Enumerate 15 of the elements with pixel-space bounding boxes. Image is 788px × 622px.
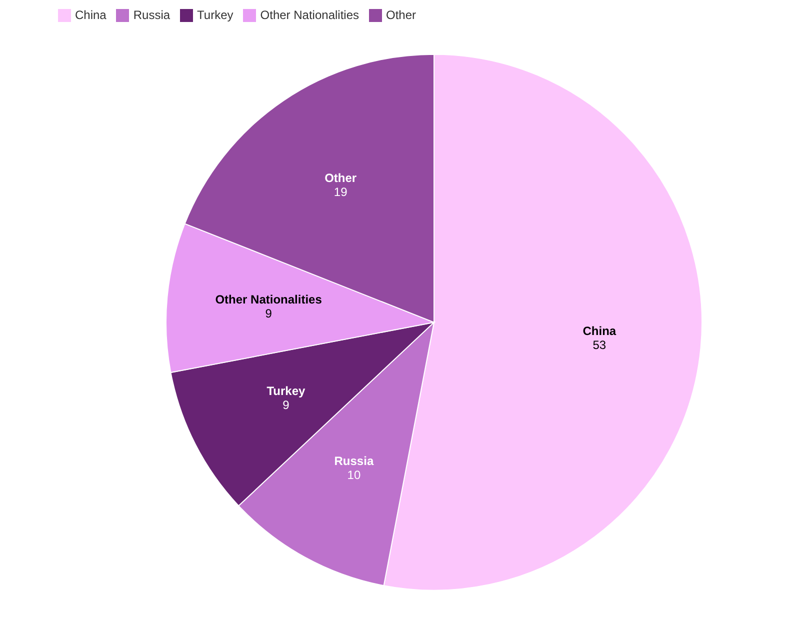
- slice-label: China: [582, 324, 616, 338]
- legend-label: China: [75, 8, 106, 22]
- slice-label: Turkey: [266, 384, 306, 398]
- legend-label: Other: [386, 8, 416, 22]
- legend-label: Other Nationalities: [260, 8, 359, 22]
- data-label: 9: [265, 306, 272, 321]
- data-label: 53: [592, 338, 606, 352]
- data-label: 9: [282, 398, 290, 412]
- slice-label: Other Nationalities: [215, 292, 322, 307]
- data-label: 19: [334, 184, 348, 199]
- legend-label: Turkey: [197, 8, 234, 22]
- data-label: 10: [347, 468, 361, 482]
- slice-label: Russia: [334, 454, 374, 468]
- slice-label: Other: [324, 170, 357, 185]
- legend-label: Russia: [133, 8, 170, 22]
